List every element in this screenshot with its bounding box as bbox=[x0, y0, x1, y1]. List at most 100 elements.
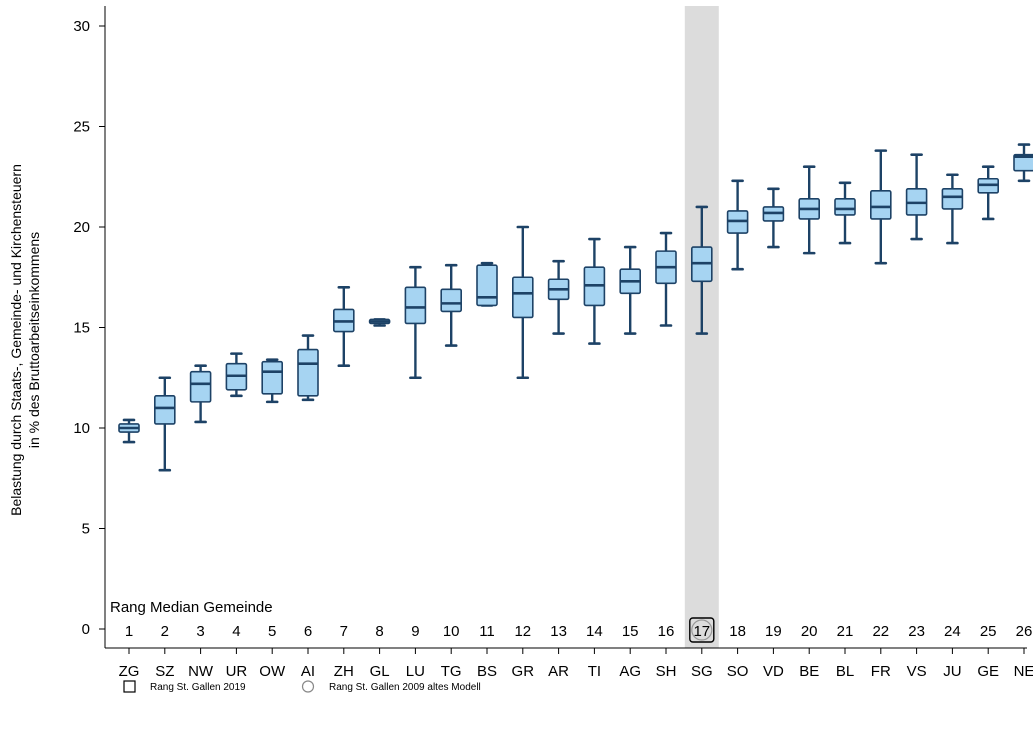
x-tick-label: GL bbox=[370, 663, 390, 680]
rank-label: 18 bbox=[729, 623, 746, 640]
legend: Rang St. Gallen 2019 Rang St. Gallen 200… bbox=[123, 680, 481, 693]
rank-label: 26 bbox=[1016, 623, 1033, 640]
box-VD bbox=[762, 187, 785, 249]
x-tick-label: AR bbox=[548, 663, 569, 680]
x-tick-label: VS bbox=[907, 663, 927, 680]
x-tick-label: VD bbox=[763, 663, 784, 680]
x-tick-label: GE bbox=[977, 663, 999, 680]
rank-label: 7 bbox=[340, 623, 348, 640]
box-AR bbox=[547, 259, 570, 335]
rank-2019-square-marker bbox=[689, 617, 715, 643]
x-tick-label: TI bbox=[588, 663, 601, 680]
legend-square-icon bbox=[123, 680, 136, 693]
y-tick-label: 30 bbox=[73, 18, 90, 35]
rank-label: 17 bbox=[693, 623, 710, 640]
rank-header: Rang Median Gemeinde bbox=[110, 599, 273, 616]
rank-label: 6 bbox=[304, 623, 312, 640]
box-SG bbox=[690, 205, 713, 335]
rank-label: 4 bbox=[232, 623, 240, 640]
y-tick-label: 5 bbox=[82, 521, 90, 538]
box-iqr bbox=[189, 370, 212, 403]
x-tick-label: BL bbox=[836, 663, 854, 680]
y-ticks: 0 5 10 15 20 25 30 bbox=[73, 18, 105, 638]
x-tick-label: AI bbox=[301, 663, 315, 680]
y-tick-label: 20 bbox=[73, 219, 90, 236]
rank-label: 11 bbox=[479, 623, 495, 640]
box-BS bbox=[476, 261, 498, 307]
x-tick-label: SO bbox=[727, 663, 749, 680]
box-iqr bbox=[261, 360, 284, 395]
box-ZH bbox=[332, 285, 355, 367]
rank-label: 12 bbox=[514, 623, 531, 640]
box-GE bbox=[977, 165, 1000, 221]
x-tick-label: LU bbox=[406, 663, 425, 680]
box-SH bbox=[655, 231, 677, 327]
x-tick-label: BE bbox=[799, 663, 819, 680]
box-iqr bbox=[1013, 153, 1033, 172]
x-tick-label: BS bbox=[477, 663, 497, 680]
box-NE bbox=[1013, 143, 1033, 183]
x-tick-label: TG bbox=[441, 663, 462, 680]
x-tick-label: SG bbox=[691, 663, 713, 680]
rank-label: 25 bbox=[980, 623, 997, 640]
rank-label: 13 bbox=[550, 623, 567, 640]
box-iqr bbox=[297, 348, 319, 397]
box-NW bbox=[189, 364, 212, 424]
boxes bbox=[118, 143, 1033, 472]
y-tick-label: 10 bbox=[73, 420, 90, 437]
rank-label: 9 bbox=[411, 623, 419, 640]
rank-label: 5 bbox=[268, 623, 276, 640]
box-JU bbox=[941, 173, 964, 245]
box-TI bbox=[583, 237, 606, 345]
legend-label-2019: Rang St. Gallen 2019 bbox=[150, 682, 246, 693]
rank-label: 8 bbox=[375, 623, 383, 640]
y-tick-label: 15 bbox=[73, 320, 90, 337]
box-AG bbox=[619, 245, 642, 335]
rank-label: 21 bbox=[837, 623, 854, 640]
x-tick-label: ZG bbox=[119, 663, 140, 680]
x-tick-label: UR bbox=[226, 663, 248, 680]
box-iqr bbox=[869, 190, 892, 220]
box-AI bbox=[297, 334, 319, 402]
x-tick-label: NE bbox=[1014, 663, 1033, 680]
box-OW bbox=[261, 358, 284, 404]
y-axis-title-line1: Belastung durch Staats-, Gemeinde- und K… bbox=[8, 164, 24, 516]
rank-label: 16 bbox=[658, 623, 675, 640]
rank-label: 10 bbox=[443, 623, 460, 640]
rank-label: 20 bbox=[801, 623, 818, 640]
rank-label: 3 bbox=[196, 623, 204, 640]
x-tick-label: SH bbox=[656, 663, 677, 680]
box-FR bbox=[869, 149, 892, 265]
x-tick-label: OW bbox=[259, 663, 286, 680]
box-GR bbox=[511, 225, 534, 380]
box-iqr bbox=[440, 288, 463, 313]
y-axis-title: Belastung durch Staats-, Gemeinde- und K… bbox=[8, 164, 42, 516]
box-BE bbox=[798, 165, 821, 255]
x-tick-label: JU bbox=[943, 663, 961, 680]
rank-label: 19 bbox=[765, 623, 782, 640]
rank-label: 15 bbox=[622, 623, 639, 640]
box-BL bbox=[834, 181, 856, 245]
legend-circle-icon bbox=[301, 680, 315, 693]
x-tick-label: NW bbox=[188, 663, 214, 680]
box-iqr bbox=[476, 264, 498, 307]
x-tick-label: GR bbox=[512, 663, 535, 680]
axes bbox=[104, 6, 1027, 649]
y-tick-label: 0 bbox=[82, 621, 90, 638]
box-UR bbox=[225, 352, 248, 398]
box-iqr bbox=[154, 395, 176, 425]
box-TG bbox=[440, 263, 463, 347]
rank-label: 1 bbox=[125, 623, 133, 640]
box-LU bbox=[404, 265, 427, 380]
x-tick-label: SZ bbox=[155, 663, 174, 680]
box-ZG bbox=[118, 418, 140, 444]
rank-labels: 1 2 3 4 5 6 7 8 9 10 11 12 13 14 15 16 17 18 19 20 21 22 23 24 2… bbox=[125, 617, 1033, 643]
rank-label: 14 bbox=[586, 623, 603, 640]
y-tick-label: 25 bbox=[73, 119, 90, 136]
x-tick-label: AG bbox=[619, 663, 641, 680]
box-iqr bbox=[404, 286, 427, 325]
rank-label: 2 bbox=[161, 623, 169, 640]
box-VS bbox=[905, 153, 928, 241]
rank-label: 23 bbox=[908, 623, 925, 640]
